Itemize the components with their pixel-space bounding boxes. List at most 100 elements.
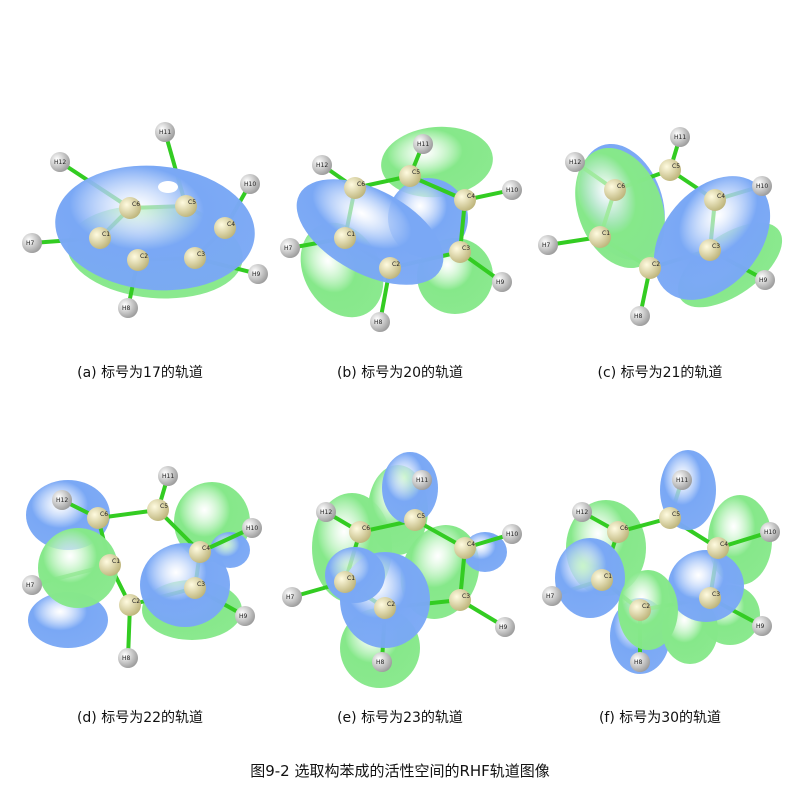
atom-label: C2 xyxy=(140,253,148,260)
atom-label: H12 xyxy=(320,509,332,516)
atom-label: H10 xyxy=(244,181,256,188)
carbon-atom xyxy=(591,569,613,591)
orbital-panel-1: C1 C2 C3 C4 C5 C6 H7 H8 H9 H10 H11 H12 xyxy=(20,100,268,340)
hydrogen-atom xyxy=(502,524,522,544)
atom-label: H7 xyxy=(284,245,293,252)
hydrogen-atom xyxy=(752,176,772,196)
atom-label: H7 xyxy=(26,240,35,247)
orbital-panel-2: C1 C2 C3 C4 C5 C6 H7 H8 H9 H10 H11 H12 xyxy=(280,100,522,340)
hydrogen-atom xyxy=(235,606,255,626)
panel-caption: (f) 标号为30的轨道 xyxy=(598,710,722,726)
carbon-atom xyxy=(454,189,476,211)
atom-label: H11 xyxy=(416,477,428,484)
atom-label: C5 xyxy=(160,503,168,510)
atom-label: C3 xyxy=(462,593,470,600)
atom-label: C5 xyxy=(412,169,420,176)
hydrogen-atom xyxy=(672,470,692,490)
atom-label: C3 xyxy=(197,581,205,588)
hydrogen-atom xyxy=(542,586,562,606)
orbital-panel-6: C1 C2 C3 C4 C5 C6 H7 H8 H9 H10 H11 H12 xyxy=(540,440,780,680)
orbital-image: C1 C2 C3 C4 C5 C6 H7 H8 H9 H10 H11 H12 xyxy=(538,127,783,326)
atom-label: H11 xyxy=(159,129,171,136)
carbon-atom xyxy=(189,541,211,563)
carbon-atom xyxy=(604,179,626,201)
hydrogen-atom xyxy=(412,470,432,490)
atom-label: H7 xyxy=(286,594,295,601)
atom-label: C6 xyxy=(100,511,108,518)
atom-label: C6 xyxy=(132,201,140,208)
atom-label: C1 xyxy=(604,573,612,580)
atom-label: H9 xyxy=(499,624,508,631)
orbital-image: C1 C2 C3 C4 C5 C6 H7 H8 H9 H10 H11 H12 xyxy=(542,450,780,674)
blue-orbital-lobe xyxy=(296,179,444,285)
orbital-panel-3: C1 C2 C3 C4 C5 C6 H7 H8 H9 H10 H11 H12 xyxy=(538,100,783,340)
atom-label: C1 xyxy=(347,231,355,238)
carbon-atom xyxy=(334,227,356,249)
hydrogen-atom xyxy=(670,127,690,147)
hydrogen-atom xyxy=(492,272,512,292)
orbital-panel-5: C1 C2 C3 C4 C5 C6 H7 H8 H9 H10 H11 H12 xyxy=(280,440,522,688)
carbon-atom xyxy=(707,537,729,559)
hydrogen-atom xyxy=(280,238,300,258)
atom-label: H8 xyxy=(122,655,131,662)
atom-label: C2 xyxy=(392,261,400,268)
atom-label: C2 xyxy=(642,603,650,610)
atom-label: H9 xyxy=(759,277,768,284)
atom-label: C4 xyxy=(467,541,475,548)
blue-orbital-lobe xyxy=(653,176,771,300)
atom-label: C6 xyxy=(620,525,628,532)
carbon-atom xyxy=(175,195,197,217)
carbon-atom xyxy=(699,587,721,609)
atom-label: H10 xyxy=(506,187,518,194)
carbon-atom xyxy=(607,521,629,543)
orbital-image: C1 C2 C3 C4 C5 C6 H7 H8 H9 H10 H11 H12 xyxy=(22,122,268,318)
carbon-atom xyxy=(374,597,396,619)
atom-label: C1 xyxy=(112,558,120,565)
atom-label: C4 xyxy=(467,193,475,200)
atom-label: H10 xyxy=(506,531,518,538)
hydrogen-atom xyxy=(502,180,522,200)
orbital-panel-4: C1 C2 C3 C4 C5 C6 H7 H8 H9 H10 H11 H12 xyxy=(20,440,262,680)
panel-caption: (c) 标号为21的轨道 xyxy=(597,365,723,381)
atom-label: H7 xyxy=(26,582,35,589)
carbon-atom xyxy=(119,594,141,616)
carbon-atom xyxy=(344,177,366,199)
panel-caption: (e) 标号为23的轨道 xyxy=(337,710,463,726)
hydrogen-atom xyxy=(282,587,302,607)
hydrogen-atom xyxy=(760,522,780,542)
hydrogen-atom xyxy=(118,298,138,318)
carbon-atom xyxy=(404,509,426,531)
hydrogen-atom xyxy=(52,490,72,510)
carbon-atom xyxy=(659,507,681,529)
atom-label: H10 xyxy=(756,183,768,190)
figure-caption: 图9-2 选取构苯成的活性空间的RHF轨道图像 xyxy=(250,762,550,780)
hydrogen-atom xyxy=(370,312,390,332)
carbon-atom xyxy=(629,599,651,621)
panel-caption: (b) 标号为20的轨道 xyxy=(336,365,464,381)
atom-label: C6 xyxy=(357,181,365,188)
hydrogen-atom xyxy=(495,617,515,637)
carbon-atom xyxy=(99,554,121,576)
hydrogen-atom xyxy=(630,306,650,326)
ring-hole xyxy=(158,181,178,193)
atom-label: C1 xyxy=(102,231,110,238)
orbital-image: C1 C2 C3 C4 C5 C6 H7 H8 H9 H10 H11 H12 xyxy=(282,452,522,688)
hydrogen-atom xyxy=(158,466,178,486)
atom-label: H10 xyxy=(764,529,776,536)
atom-label: H12 xyxy=(54,159,66,166)
hydrogen-atom xyxy=(630,652,650,672)
carbon-atom xyxy=(349,521,371,543)
hydrogen-atom xyxy=(565,152,585,172)
atom-label: H12 xyxy=(316,162,328,169)
atom-label: C1 xyxy=(602,230,610,237)
carbon-atom xyxy=(214,217,236,239)
atom-label: H9 xyxy=(756,623,765,630)
carbon-atom xyxy=(449,241,471,263)
atom-label: H9 xyxy=(239,613,248,620)
hydrogen-atom xyxy=(538,235,558,255)
atom-label: C5 xyxy=(672,511,680,518)
atom-label: H12 xyxy=(56,497,68,504)
carbon-atom xyxy=(449,589,471,611)
hydrogen-atom xyxy=(312,155,332,175)
atom-label: H11 xyxy=(676,477,688,484)
